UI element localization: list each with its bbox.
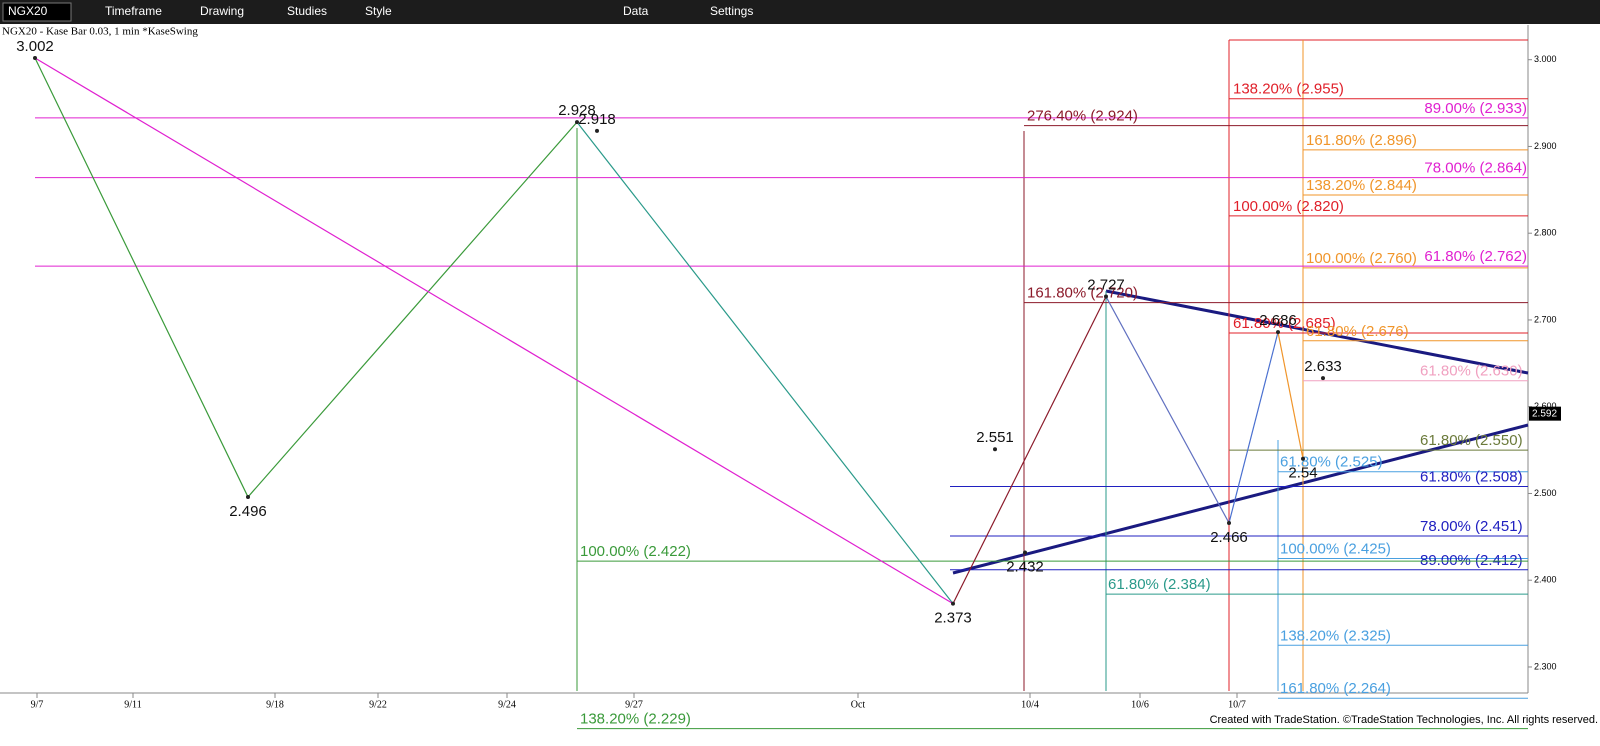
fib-label: 138.20% (2.844) (1306, 177, 1417, 194)
x-tick-label: 9/22 (369, 699, 387, 710)
swing-point (1301, 456, 1305, 461)
swing-point (595, 128, 599, 133)
swing-label: 2.496 (229, 503, 267, 520)
x-tick-label: 9/24 (498, 699, 516, 710)
swing-point (246, 494, 250, 499)
x-tick-label: 9/7 (31, 699, 44, 710)
x-tick-label: 10/4 (1021, 699, 1039, 710)
fib-label: 61.80% (2.676) (1306, 323, 1409, 340)
swing-label: 2.633 (1304, 358, 1342, 375)
last-price-box (1529, 406, 1561, 421)
y-tick-label: 2.500 (1534, 488, 1557, 498)
fib-label: 61.80% (2.685) (1233, 315, 1336, 332)
toolbar-button[interactable]: Data (623, 4, 649, 18)
fib-label: 61.80% (2.508) (1420, 468, 1523, 485)
toolbar-button[interactable]: Style (365, 4, 392, 18)
swing-line (576, 121, 954, 605)
swing-point (1276, 330, 1280, 335)
fib-label: 61.80% (2.630) (1420, 363, 1523, 380)
toolbar-button[interactable]: Timeframe (105, 4, 162, 18)
fib-label: 78.00% (2.451) (1420, 518, 1523, 535)
swing-point (33, 55, 37, 60)
fib-label: 61.80% (2.384) (1108, 576, 1211, 593)
x-tick-label: 9/18 (266, 699, 284, 710)
y-tick-label: 3.000 (1534, 54, 1557, 64)
swing-label: 2.928 (558, 102, 596, 119)
x-tick-label: 10/6 (1131, 699, 1149, 710)
last-price: 2.592 (1532, 408, 1557, 419)
fib-label: 138.20% (2.325) (1280, 627, 1391, 644)
swing-line (247, 121, 578, 498)
fib-label: 61.80% (2.762) (1424, 248, 1527, 265)
swing-label: 2.551 (976, 429, 1014, 446)
swing-label: 2.432 (1006, 558, 1044, 575)
y-tick-label: 2.700 (1534, 314, 1557, 324)
symbol-box[interactable] (2, 2, 72, 22)
swing-line (1105, 296, 1230, 524)
trendline (1105, 289, 1529, 375)
chart-header: NGX20 - Kase Bar 0.03, 1 min *KaseSwing (2, 26, 198, 38)
swing-point (1023, 550, 1027, 555)
swing-point (993, 447, 997, 452)
fib-label: 161.80% (2.896) (1306, 132, 1417, 149)
fib-label: 89.00% (2.412) (1420, 552, 1523, 569)
swing-line (34, 57, 954, 605)
swing-line (34, 57, 249, 498)
swing-label: 2.918 (578, 111, 616, 128)
y-tick-label: 2.800 (1534, 228, 1557, 238)
x-tick-label: Oct (851, 699, 866, 710)
toolbar-button[interactable]: Settings (710, 4, 753, 18)
swing-point (951, 601, 955, 606)
swing-label: 2.466 (1210, 529, 1248, 546)
toolbar (0, 0, 1600, 24)
fib-label: 100.00% (2.425) (1280, 541, 1391, 558)
toolbar-button[interactable]: Studies (287, 4, 327, 18)
fib-label: 100.00% (2.820) (1233, 198, 1344, 215)
fib-label: 161.80% (2.264) (1280, 680, 1391, 697)
swing-point (1104, 294, 1108, 299)
fib-label: 78.00% (2.864) (1424, 160, 1527, 177)
swing-label: 2.54 (1288, 465, 1317, 482)
swing-label: 2.373 (934, 610, 972, 627)
fib-label: 138.20% (2.955) (1233, 81, 1344, 98)
swing-label: 2.686 (1259, 312, 1297, 329)
swing-point (575, 120, 579, 125)
fib-label: 100.00% (2.760) (1306, 250, 1417, 267)
toolbar-button[interactable]: Drawing (200, 4, 244, 18)
fib-label: 161.80% (2.720) (1027, 285, 1138, 302)
fib-label: 89.00% (2.933) (1424, 100, 1527, 117)
fib-label: 100.00% (2.422) (580, 543, 691, 560)
swing-line (1277, 331, 1304, 459)
swing-line (952, 296, 1107, 604)
swing-line (1228, 331, 1279, 524)
footer: Created with TradeStation. ©TradeStation… (1210, 714, 1598, 726)
x-tick-label: 9/11 (124, 699, 141, 710)
x-tick-label: 10/7 (1228, 699, 1246, 710)
swing-label: 3.002 (16, 38, 54, 55)
y-tick-label: 2.900 (1534, 141, 1557, 151)
swing-point (1227, 520, 1231, 525)
y-tick-label: 2.300 (1534, 661, 1557, 671)
y-tick-label: 2.400 (1534, 575, 1557, 585)
fib-label: 276.40% (2.924) (1027, 108, 1138, 125)
swing-label: 2.727 (1087, 277, 1125, 294)
x-tick-label: 9/27 (625, 699, 643, 710)
swing-point (1321, 376, 1325, 381)
y-tick-label: 2.600 (1534, 401, 1557, 411)
fib-label: 138.20% (2.229) (580, 711, 691, 728)
fib-label: 61.80% (2.550) (1420, 432, 1523, 449)
fib-label: 61.80% (2.525) (1280, 454, 1383, 471)
symbol[interactable]: NGX20 (8, 4, 48, 18)
